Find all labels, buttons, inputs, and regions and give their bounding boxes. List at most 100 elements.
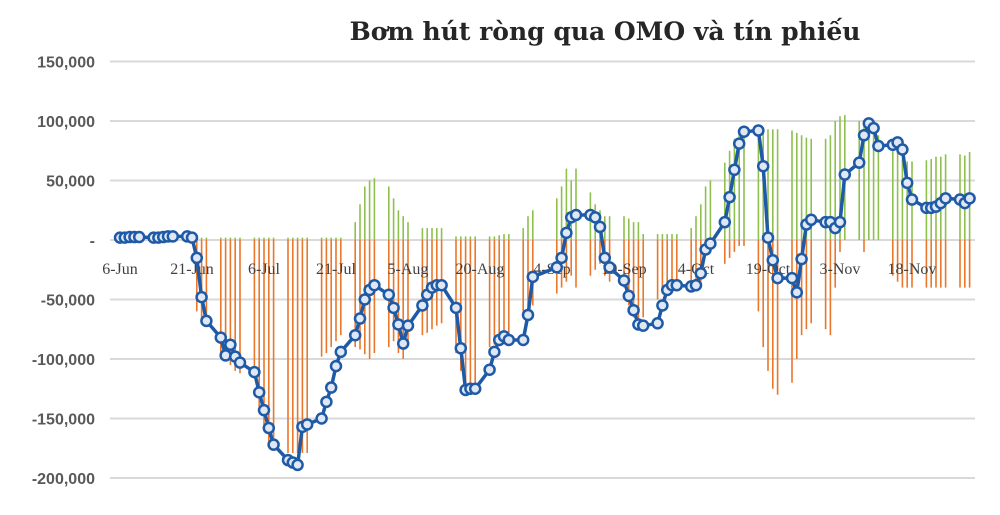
line-marker	[224, 338, 237, 351]
line-marker	[396, 337, 410, 350]
line-marker	[689, 278, 703, 292]
line-marker	[252, 386, 266, 399]
line-marker	[588, 211, 602, 224]
line-marker	[598, 251, 612, 265]
line-marker	[185, 231, 199, 244]
line-marker	[166, 230, 180, 243]
x-tick-label: 3-Nov	[820, 261, 861, 278]
line-marker	[718, 215, 732, 229]
line-marker	[694, 267, 708, 280]
line-marker	[704, 237, 717, 250]
line-marker	[636, 319, 650, 332]
line-marker	[622, 289, 636, 303]
line-marker	[766, 253, 780, 267]
line-marker	[488, 345, 501, 359]
line-marker	[190, 251, 204, 265]
line-marker	[329, 359, 343, 373]
line-marker	[795, 252, 808, 266]
line-marker	[257, 403, 271, 417]
line-marker	[617, 274, 631, 287]
line-marker	[324, 381, 338, 394]
line-marker	[872, 139, 885, 153]
line-marker	[368, 278, 381, 292]
line-marker	[603, 261, 616, 274]
line-marker	[560, 226, 573, 240]
line-marker	[416, 299, 429, 312]
line-marker	[593, 220, 607, 234]
y-tick-label: 150,000	[37, 55, 95, 72]
line-marker	[867, 121, 880, 135]
y-tick-label: -150,000	[32, 412, 95, 429]
line-marker	[353, 312, 367, 325]
line-marker	[963, 192, 976, 205]
line-marker	[516, 333, 530, 347]
line-marker	[939, 192, 952, 205]
line-marker	[728, 163, 741, 177]
line-marker	[449, 301, 463, 315]
line-marker	[627, 303, 640, 317]
line-marker	[852, 156, 866, 169]
line-marker	[752, 124, 765, 137]
line-marker	[905, 193, 919, 206]
y-tick-label: 100,000	[37, 114, 95, 131]
line-marker	[737, 125, 751, 138]
y-tick-label: -50,000	[41, 293, 95, 310]
line-marker	[790, 286, 804, 299]
line-marker	[761, 231, 775, 244]
x-tick-label: 6-Jun	[102, 261, 138, 278]
line-marker	[569, 208, 583, 222]
line-marker	[900, 176, 914, 190]
line-marker	[656, 299, 669, 312]
line-marker	[267, 438, 280, 451]
line-marker	[132, 230, 146, 244]
line-marker	[483, 363, 496, 376]
chart-title: Bơm hút ròng qua OMO và tín phiếu	[350, 17, 861, 46]
x-tick-label: 6-Jul	[248, 261, 281, 278]
line-marker	[468, 382, 482, 395]
line-marker	[550, 261, 564, 274]
y-tick-label: -100,000	[32, 352, 95, 369]
x-tick-label: 21-Jun	[170, 261, 214, 278]
line-series	[113, 117, 976, 472]
line-marker	[555, 251, 568, 265]
y-tick-label: 50,000	[46, 174, 95, 191]
line-marker	[896, 143, 909, 156]
line-marker	[291, 458, 304, 472]
line-marker	[723, 190, 736, 204]
line-marker	[195, 290, 208, 304]
x-tick-label: 20-Aug	[456, 261, 505, 278]
line-marker	[401, 319, 415, 332]
line-marker	[358, 293, 372, 306]
line-marker	[382, 288, 396, 301]
line-marker	[857, 129, 871, 142]
line-marker	[804, 213, 818, 227]
line-marker	[387, 301, 400, 315]
y-tick-label: -200,000	[32, 471, 95, 488]
x-tick-label: 5-Aug	[388, 261, 429, 278]
line-marker	[521, 308, 535, 322]
line-marker	[233, 356, 247, 369]
line-marker	[435, 278, 448, 292]
line-marker	[785, 271, 799, 285]
line-marker	[348, 328, 362, 342]
line-marker	[771, 271, 784, 285]
line-marker	[732, 137, 746, 150]
line-marker	[454, 342, 468, 355]
line-marker	[838, 168, 852, 181]
line-marker	[248, 365, 261, 379]
line-marker	[214, 331, 228, 344]
line-marker	[262, 421, 276, 435]
y-axis-tick-labels: 150,000 100,000 50,000 - -50,000 -100,000 -150…	[32, 55, 95, 489]
line-marker	[315, 412, 328, 425]
line-marker	[670, 278, 684, 292]
line-marker	[502, 333, 516, 347]
line-marker	[200, 314, 213, 328]
line-marker	[334, 345, 348, 359]
y-tick-label: -	[90, 233, 95, 250]
line-marker	[526, 270, 540, 284]
x-tick-label: 21-Jul	[316, 261, 357, 278]
x-tick-label: 18-Nov	[888, 261, 937, 278]
line-marker	[320, 395, 333, 409]
line-marker	[756, 159, 770, 173]
